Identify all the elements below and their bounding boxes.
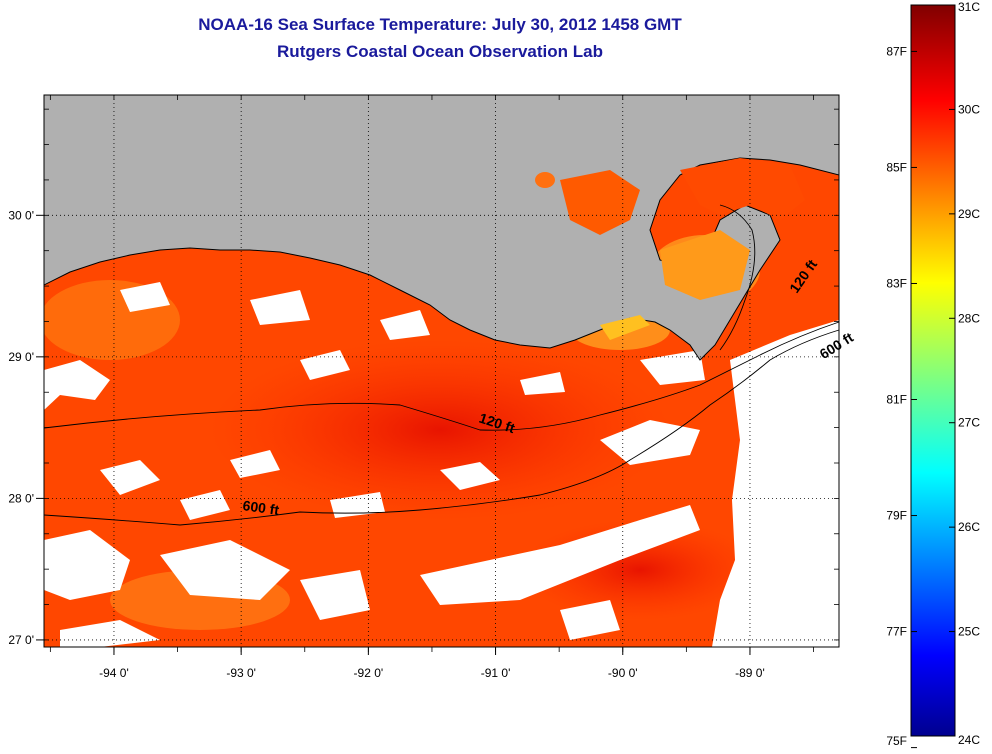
colorbar-c-label: 25C (958, 625, 980, 639)
colorbar-c-label: 27C (958, 416, 980, 430)
cloud-region-east (712, 320, 839, 647)
depth-contours (43, 204, 840, 526)
colorbar-f-label: 87F (886, 44, 907, 58)
map-title: NOAA-16 Sea Surface Temperature: July 30… (198, 15, 682, 34)
colorbar-c-label: 31C (958, 0, 980, 14)
colorbar-f-label: 77F (886, 625, 907, 639)
warm-core (210, 340, 670, 520)
colorbar-c-label: 28C (958, 311, 980, 325)
lat-tick-label: 30 0' (8, 208, 34, 222)
colorbar-c-label: 29C (958, 207, 980, 221)
map-axes: -94 0' -93 0' -92 0' -91 0' -90 0' -89 0' 30 0… (8, 95, 839, 680)
lon-tick-label: -94 0' (99, 666, 129, 680)
lat-tick-label: 27 0' (8, 633, 34, 647)
colorbar-f-label: 85F (886, 160, 907, 174)
contour-label: 600 ft (242, 497, 281, 518)
colorbar (910, 4, 956, 737)
graticule (44, 95, 839, 647)
lat-tick-label: 29 0' (8, 350, 34, 364)
lon-tick-label: -90 0' (608, 666, 638, 680)
colorbar-f-label: 75F (886, 734, 907, 748)
lon-tick-label: -91 0' (481, 666, 511, 680)
colorbar-f-label: 81F (886, 393, 907, 407)
colorbar-c-label: 30C (958, 102, 980, 116)
lat-tick-label: 28 0' (8, 491, 34, 505)
lon-tick-label: -89 0' (735, 666, 765, 680)
map-frame (43, 94, 840, 648)
colorbar-labels: 31C 30C 29C 28C 27C 26C 25C 24C 87F 85F 83F 81F 79F 7… (886, 0, 980, 749)
lon-tick-label: -92 0' (354, 666, 384, 680)
colorbar-c-label: 26C (958, 520, 980, 534)
land-mass (44, 95, 839, 361)
lake-sst-patch (560, 170, 640, 235)
map-subtitle: Rutgers Coastal Ocean Observation Lab (277, 42, 603, 61)
lon-tick-label: -93 0' (226, 666, 256, 680)
cloud-patches (44, 282, 705, 647)
colorbar-f-label: 83F (886, 276, 907, 290)
colorbar-c-label: 24C (958, 733, 980, 747)
colorbar-f-label: 79F (886, 509, 907, 523)
